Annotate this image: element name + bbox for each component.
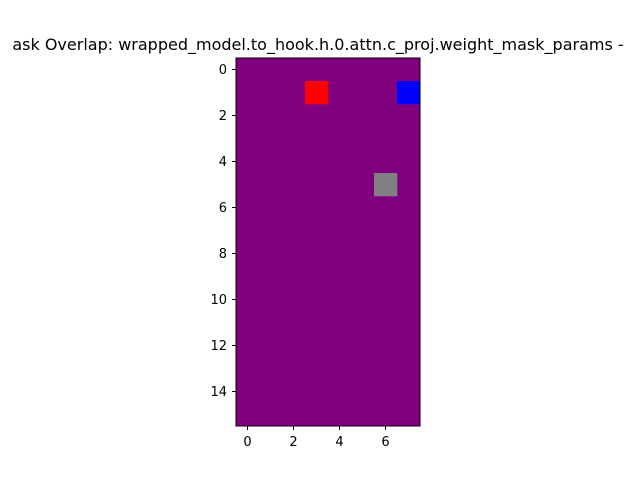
y-axis: 0 2 4 6 8 10 12 14 (210, 63, 236, 400)
plot-area (235, 57, 421, 427)
x-tick-label: 2 (289, 435, 297, 450)
y-tick-label: 0 (219, 63, 227, 78)
heatmap-background (236, 58, 420, 426)
y-tick-label: 12 (210, 339, 227, 354)
heatmap-cell (305, 81, 329, 105)
x-tick-label: 6 (381, 435, 389, 450)
heatmap-cell (374, 173, 398, 197)
plot-frame (235, 57, 421, 427)
x-axis: 0 2 4 6 (243, 426, 390, 450)
chart-title: ask Overlap: wrapped_model.to_hook.h.0.a… (12, 35, 623, 55)
y-tick-label: 8 (219, 247, 227, 262)
y-tick-label: 2 (219, 109, 227, 124)
x-tick-label: 0 (243, 435, 251, 450)
y-tick-label: 4 (219, 155, 227, 170)
y-tick-label: 14 (210, 385, 227, 400)
y-tick-label: 6 (219, 201, 227, 216)
y-tick-label: 10 (210, 293, 227, 308)
heatmap-cell (397, 81, 421, 105)
x-tick-label: 4 (335, 435, 343, 450)
